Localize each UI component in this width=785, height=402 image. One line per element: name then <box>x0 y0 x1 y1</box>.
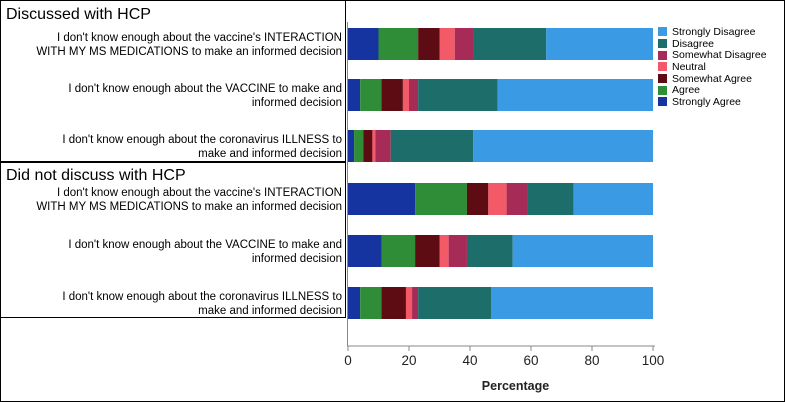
legend-item: Strongly Agree <box>658 96 767 108</box>
bar-segment <box>409 79 419 111</box>
legend-item: Disagree <box>658 38 767 50</box>
group-box-discussed <box>0 0 346 163</box>
bar-segment <box>448 235 467 267</box>
category-label: I don't know enough about the VACCINE to… <box>68 239 342 265</box>
bar-segment <box>372 130 376 162</box>
bar-segment <box>439 28 455 60</box>
legend-swatch <box>658 85 667 95</box>
bar-segment <box>348 287 361 319</box>
legend-swatch <box>658 62 667 72</box>
bar-segment <box>491 287 653 319</box>
x-tick-label: 60 <box>523 353 538 368</box>
bar-segment <box>375 130 391 162</box>
legend-item: Strongly Disagree <box>658 26 767 38</box>
bar-segment <box>473 130 653 162</box>
bar-segment <box>348 235 382 267</box>
legend-swatch <box>658 27 667 37</box>
legend-item: Somewhat Agree <box>658 73 767 85</box>
bar-segment <box>390 130 474 162</box>
bar-segment <box>527 183 574 215</box>
legend-label: Somewhat Agree <box>672 72 752 85</box>
category-label: I don't know enough about the VACCINE to… <box>68 83 342 109</box>
legend-label: Somewhat Disagree <box>672 49 767 62</box>
category-label: I don't know enough about the coronaviru… <box>62 291 342 317</box>
legend-swatch <box>658 50 667 60</box>
x-axis-title: Percentage <box>482 379 549 393</box>
bar-segment <box>473 28 547 60</box>
bar-segment <box>381 79 403 111</box>
legend-label: Strongly Agree <box>672 95 741 108</box>
bar-segment <box>418 28 440 60</box>
group-title-not-discussed: Did not discuss with HCP <box>6 167 186 184</box>
legend-swatch <box>658 39 667 49</box>
bar-segment <box>348 79 361 111</box>
x-tick-label: 40 <box>462 353 477 368</box>
bar-segment <box>348 183 416 215</box>
x-tick-label: 100 <box>642 353 665 368</box>
bar-segment <box>506 183 528 215</box>
legend-swatch <box>658 74 667 84</box>
bar-segment <box>402 79 409 111</box>
x-tick-label: 0 <box>344 353 352 368</box>
bar-segment <box>418 287 492 319</box>
legend-label: Disagree <box>672 37 715 50</box>
bar-segment <box>363 130 373 162</box>
bar-segment <box>415 235 440 267</box>
bar-segment <box>546 28 653 60</box>
bar-segment <box>466 183 489 215</box>
bar-segment <box>405 287 413 319</box>
legend-label: Agree <box>672 84 701 97</box>
bar-segment <box>497 79 653 111</box>
bar-segment <box>488 183 507 215</box>
category-label: I don't know enough about the vaccine's … <box>36 187 342 213</box>
bar-segment <box>354 130 364 162</box>
bar-segment <box>381 235 416 267</box>
category-label: I don't know enough about the vaccine's … <box>36 32 342 58</box>
legend: Strongly Disagree Disagree Somewhat Disa… <box>658 26 767 108</box>
bar-segment <box>348 130 355 162</box>
bar-segment <box>418 79 498 111</box>
legend-item: Somewhat Disagree <box>658 49 767 61</box>
bar-segment <box>378 28 419 60</box>
bar-segment <box>360 79 382 111</box>
legend-label: Neutral <box>672 60 706 73</box>
legend-item: Agree <box>658 84 767 96</box>
x-tick-label: 20 <box>401 353 416 368</box>
bar-segment <box>415 183 467 215</box>
bar-segment <box>381 287 406 319</box>
legend-item: Neutral <box>658 61 767 73</box>
x-tick-label: 80 <box>584 353 599 368</box>
bar-segment <box>360 287 382 319</box>
category-label: I don't know enough about the coronaviru… <box>62 134 342 160</box>
bar-segment <box>412 287 419 319</box>
bar-segment <box>466 235 513 267</box>
group-box-not-discussed <box>0 161 346 318</box>
bar-segment <box>348 28 379 60</box>
legend-label: Strongly Disagree <box>672 25 756 38</box>
group-title-discussed: Discussed with HCP <box>6 6 151 23</box>
bar-segment <box>573 183 653 215</box>
bar-segment <box>512 235 653 267</box>
bar-segment <box>454 28 474 60</box>
bar-segment <box>439 235 449 267</box>
legend-swatch <box>658 97 667 107</box>
